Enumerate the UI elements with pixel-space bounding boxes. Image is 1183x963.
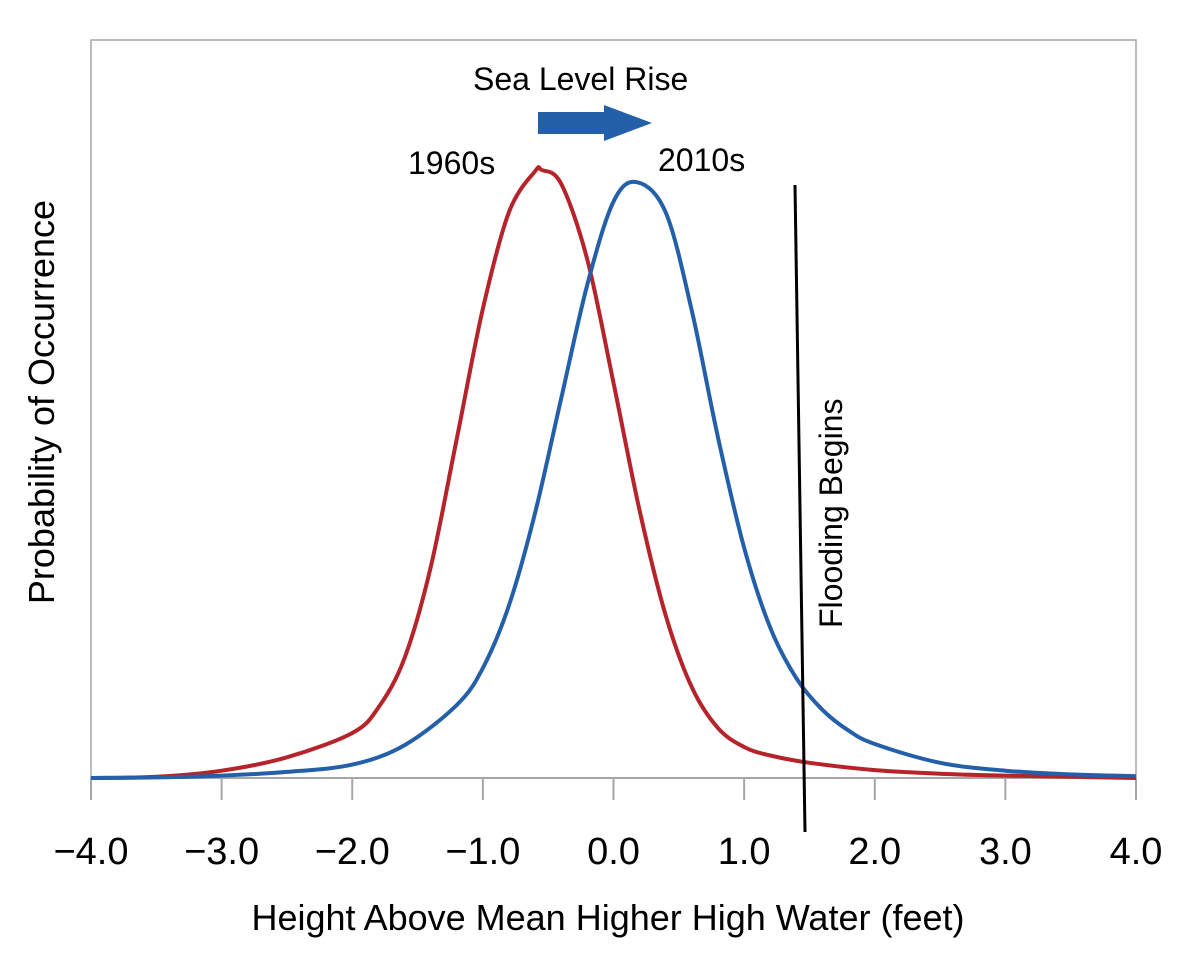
y-axis-title: Probability of Occurrence <box>21 200 62 604</box>
x-tick-label: 0.0 <box>587 831 640 873</box>
x-tick-label: −2.0 <box>315 831 390 873</box>
x-tick-label: 4.0 <box>1110 831 1163 873</box>
series-line-2010s <box>90 179 1137 780</box>
x-tick-label: −3.0 <box>184 831 259 873</box>
sea-level-rise-label: Sea Level Rise <box>473 61 688 97</box>
plot-frame <box>90 39 1137 779</box>
x-tick-label: −4.0 <box>53 831 128 873</box>
sea-level-rise-arrow-icon <box>538 105 652 141</box>
x-ticks <box>90 778 1137 800</box>
series-lines <box>90 165 1137 780</box>
threshold-label: Flooding Begins <box>813 399 849 628</box>
x-tick-label: 3.0 <box>979 831 1032 873</box>
x-tick-label: 1.0 <box>718 831 771 873</box>
x-axis-title: Height Above Mean Higher High Water (fee… <box>251 897 964 938</box>
series-line-1960s <box>90 165 1137 780</box>
series-label-1960s: 1960s <box>408 145 495 181</box>
x-tick-label: −1.0 <box>445 831 520 873</box>
series-label-2010s: 2010s <box>658 142 745 178</box>
x-tick-label: 2.0 <box>848 831 901 873</box>
x-tick-labels: −4.0 −3.0 −2.0 −1.0 0.0 1.0 2.0 3.0 4.0 <box>53 831 1162 873</box>
flooding-threshold-line <box>793 184 807 833</box>
